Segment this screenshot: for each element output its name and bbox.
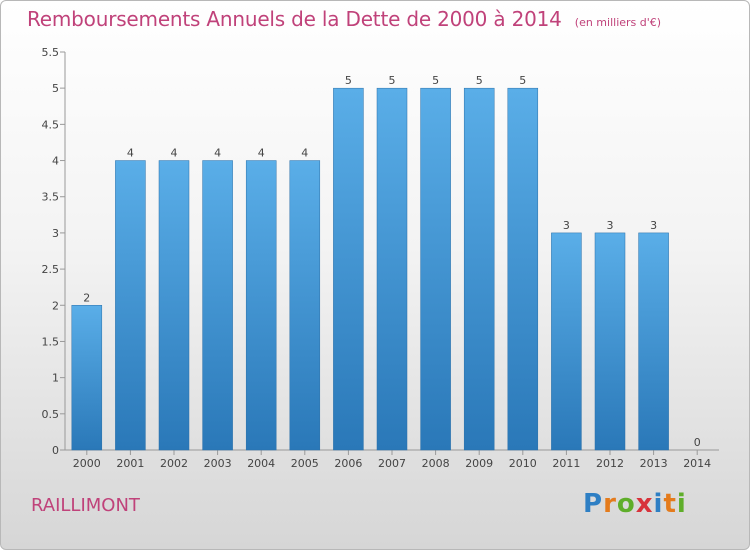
chart-data-labels: 2 4 4 4 4 4 5 5 5 5 5 3 3 3 0 bbox=[83, 74, 700, 449]
logo-letter: t bbox=[663, 489, 677, 519]
y-tick-label: 4.5 bbox=[42, 118, 60, 131]
x-tick-label: 2008 bbox=[422, 457, 450, 470]
x-tick-label: 2014 bbox=[683, 457, 711, 470]
y-tick-label: 5.5 bbox=[42, 46, 60, 59]
x-tick-label: 2001 bbox=[116, 457, 144, 470]
y-tick-label: 1 bbox=[52, 372, 59, 385]
data-label: 4 bbox=[171, 147, 178, 160]
x-tick-label: 2006 bbox=[334, 457, 362, 470]
commune-name: RAILLIMONT bbox=[31, 495, 140, 516]
y-tick-label: 2.5 bbox=[42, 263, 60, 276]
logo-letter: r bbox=[603, 489, 617, 519]
bar bbox=[333, 87, 364, 451]
y-tick-label: 1.5 bbox=[42, 335, 60, 348]
data-label: 5 bbox=[345, 74, 352, 87]
bar bbox=[71, 305, 103, 451]
bar bbox=[420, 87, 451, 451]
y-tick-label: 4 bbox=[52, 155, 59, 168]
y-tick-label: 3.5 bbox=[42, 191, 60, 204]
logo-letter: o bbox=[616, 489, 636, 519]
data-label: 4 bbox=[301, 147, 308, 160]
x-tick-label: 2000 bbox=[73, 457, 101, 470]
bar bbox=[376, 87, 408, 451]
chart-title: Remboursements Annuels de la Dette de 20… bbox=[27, 7, 562, 31]
data-label: 4 bbox=[214, 147, 221, 160]
data-label: 3 bbox=[563, 219, 570, 232]
data-label: 4 bbox=[127, 147, 134, 160]
bar bbox=[594, 232, 626, 451]
x-tick-label: 2005 bbox=[291, 457, 319, 470]
data-label: 5 bbox=[519, 74, 526, 87]
y-tick-label: 5 bbox=[52, 82, 59, 95]
bar bbox=[202, 160, 233, 451]
logo-letter: P bbox=[583, 489, 604, 519]
data-label: 3 bbox=[650, 219, 657, 232]
x-tick-label: 2003 bbox=[204, 457, 232, 470]
y-tick-label: 0.5 bbox=[42, 408, 60, 421]
logo-letter: i bbox=[653, 489, 664, 519]
x-tick-label: 2013 bbox=[640, 457, 668, 470]
bar bbox=[289, 160, 321, 451]
chart-subtitle: (en milliers d'€) bbox=[574, 16, 662, 29]
chart-header: Remboursements Annuels de la Dette de 20… bbox=[27, 7, 661, 31]
data-label: 5 bbox=[476, 74, 483, 87]
chart-bars bbox=[71, 87, 669, 451]
x-tick-label: 2004 bbox=[247, 457, 275, 470]
bar bbox=[245, 160, 277, 451]
data-label: 5 bbox=[432, 74, 439, 87]
bar bbox=[551, 232, 582, 451]
data-label: 3 bbox=[607, 219, 614, 232]
bar bbox=[638, 232, 669, 451]
x-tick-label: 2011 bbox=[552, 457, 580, 470]
x-tick-label: 2002 bbox=[160, 457, 188, 470]
logo-letter: x bbox=[635, 489, 654, 519]
x-tick-label: 2010 bbox=[509, 457, 537, 470]
y-tick-label: 0 bbox=[52, 444, 59, 457]
x-tick-label: 2012 bbox=[596, 457, 624, 470]
bar bbox=[463, 87, 495, 451]
bar bbox=[115, 160, 146, 451]
y-tick-label: 3 bbox=[52, 227, 59, 240]
x-tick-label: 2009 bbox=[465, 457, 493, 470]
data-label: 4 bbox=[258, 147, 265, 160]
proxiti-logo: Proxiti bbox=[583, 489, 687, 519]
chart-axes: 0 0.5 1 1.5 2 2.5 3 3.5 4 4.5 5 5.5 2000 2001 2002 2003… bbox=[42, 46, 719, 470]
data-label: 5 bbox=[389, 74, 396, 87]
data-label: 0 bbox=[694, 436, 701, 449]
x-tick-label: 2007 bbox=[378, 457, 406, 470]
y-tick-label: 2 bbox=[52, 299, 59, 312]
bar bbox=[158, 160, 190, 451]
bar bbox=[507, 87, 539, 451]
logo-letter: i bbox=[676, 489, 687, 519]
data-label: 2 bbox=[83, 291, 90, 304]
